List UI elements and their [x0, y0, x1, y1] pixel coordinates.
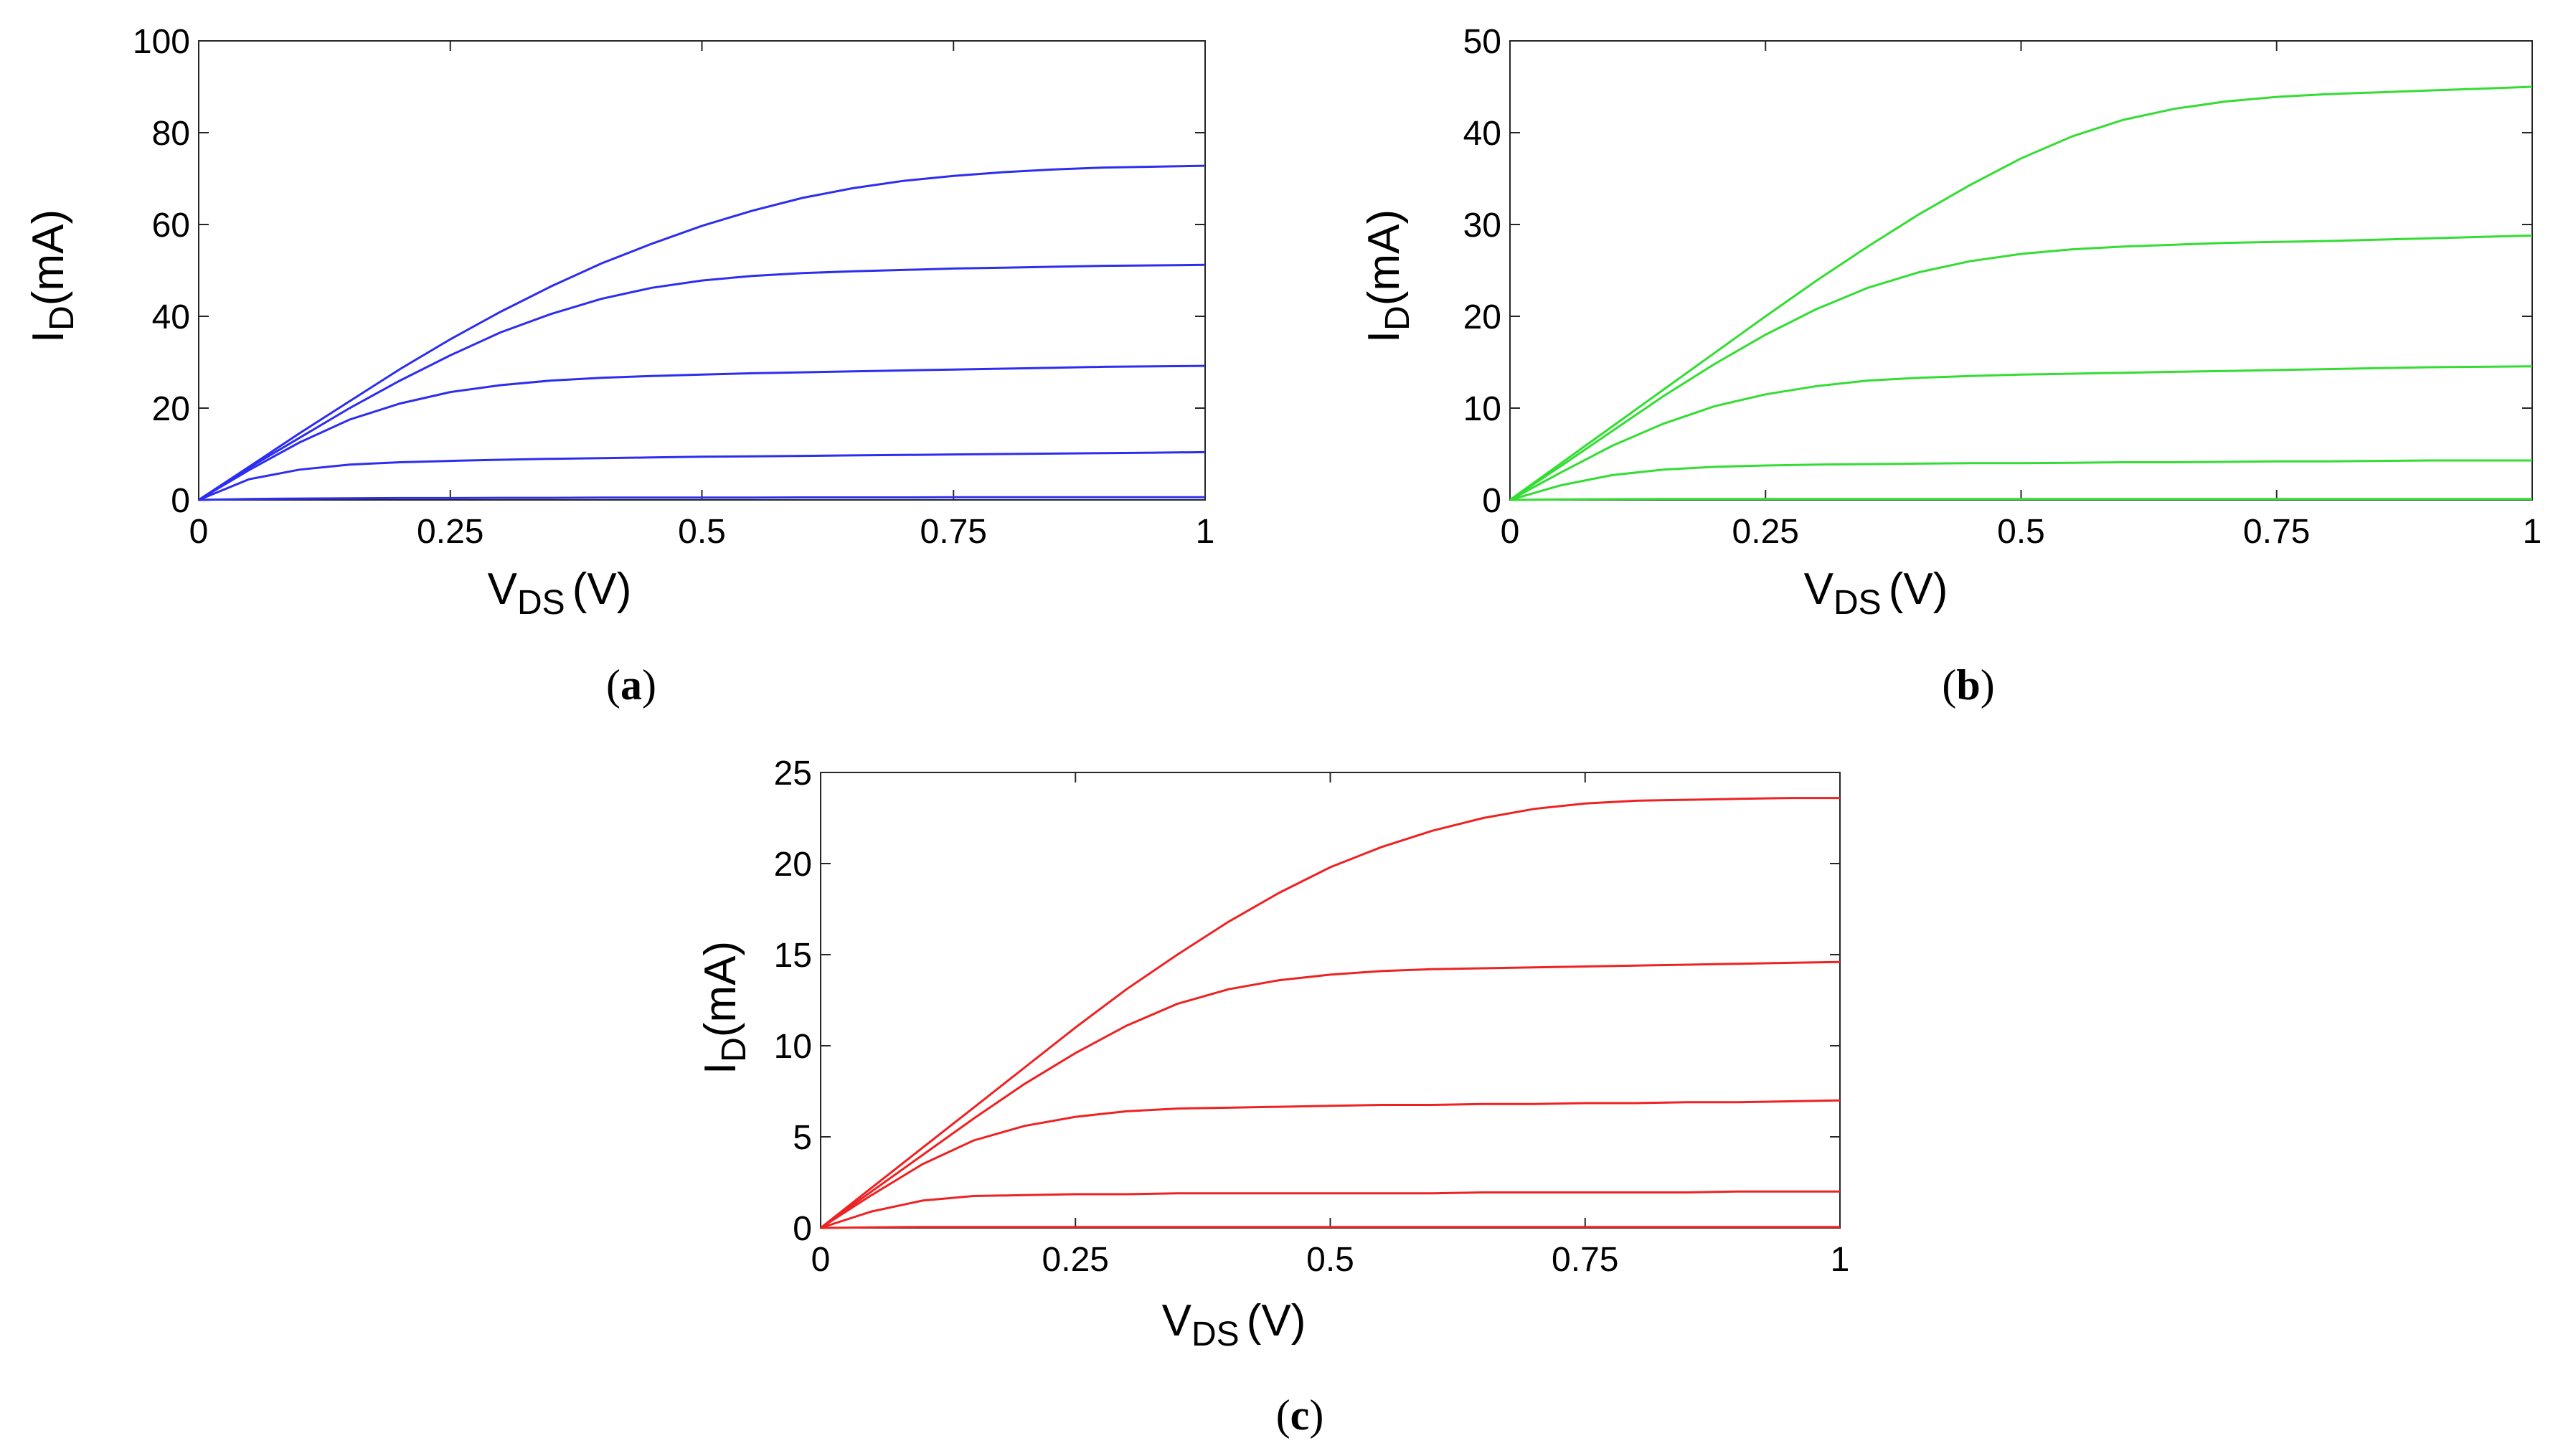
series-line-b-curve-1	[1509, 498, 2532, 501]
y-tick-label-b: 40	[1463, 115, 1501, 153]
y-tick-label-b: 50	[1463, 23, 1501, 61]
plot-area-a: 0 0.25 0.5 0.75 1 0 20 40 60 80 100	[133, 23, 1214, 551]
x-tick-label-c: 0.75	[1552, 1241, 1618, 1279]
y-axis-label-b: ID(mA)	[1359, 209, 1417, 343]
y-tick-label-b: 0	[1482, 482, 1501, 520]
y-axis-label-c: ID(mA)	[696, 941, 753, 1074]
series-line-c-curve-2	[820, 1190, 1840, 1229]
x-tick-label-a: 0.75	[920, 513, 987, 551]
y-tick-label-c: 15	[774, 937, 812, 975]
x-tick-label-a: 0	[189, 513, 209, 551]
caption-b: (b)	[1942, 661, 1994, 709]
x-tick-label-b: 0.25	[1732, 513, 1799, 551]
series-line-c-curve-1	[820, 1226, 1840, 1229]
y-tick-label-b: 30	[1463, 207, 1501, 245]
series-line-a-curve-5	[198, 164, 1206, 501]
x-tick-label-a: 0.25	[417, 513, 483, 551]
y-tick-label-a: 40	[152, 298, 190, 336]
y-tick-label-b: 10	[1463, 390, 1501, 428]
axes-frame-b	[1509, 40, 2533, 501]
axes-frame-a	[198, 40, 1206, 501]
caption-a: (a)	[606, 661, 656, 709]
y-tick-label-a: 100	[133, 23, 190, 61]
x-tick-label-c: 0.25	[1042, 1241, 1109, 1279]
series-line-b-curve-2	[1509, 459, 2532, 501]
y-tick-label-c: 25	[774, 755, 812, 793]
y-tick-label-b: 20	[1463, 298, 1501, 336]
y-tick-label-c: 10	[774, 1028, 812, 1066]
x-axis-label-c: VDS (V)	[1162, 1296, 1306, 1353]
series-line-c-curve-4	[820, 960, 1841, 1229]
series-line-b-curve-3	[1509, 365, 2533, 501]
series-line-b-curve-4	[1509, 234, 2533, 501]
series-line-a-curve-1	[198, 496, 1205, 501]
x-axis-label-b: VDS (V)	[1804, 564, 1948, 622]
series-line-a-curve-4	[198, 263, 1206, 501]
series-line-c-curve-3	[820, 1099, 1841, 1229]
y-tick-label-c: 20	[774, 846, 812, 884]
series-line-c-curve-5	[820, 797, 1840, 1229]
y-tick-label-c: 5	[793, 1119, 812, 1157]
x-tick-label-b: 1	[2523, 513, 2542, 551]
x-axis-label-a: VDS (V)	[488, 564, 632, 622]
x-tick-label-a: 1	[1196, 513, 1215, 551]
x-tick-label-c: 0.5	[1306, 1241, 1354, 1279]
x-tick-label-b: 0.75	[2243, 513, 2310, 551]
x-tick-label-c: 0	[811, 1241, 831, 1279]
series-line-b-curve-5	[1509, 85, 2533, 501]
series-line-a-curve-3	[198, 364, 1206, 501]
x-tick-label-a: 0.5	[678, 513, 726, 551]
series-line-a-curve-2	[198, 450, 1206, 501]
y-axis-label-a: ID(mA)	[24, 209, 81, 343]
caption-c: (c)	[1276, 1391, 1324, 1439]
x-tick-label-b: 0	[1501, 513, 1520, 551]
y-tick-label-a: 20	[152, 390, 190, 428]
x-tick-label-c: 1	[1831, 1241, 1850, 1279]
y-tick-label-c: 0	[793, 1210, 812, 1248]
y-tick-label-a: 80	[152, 115, 190, 153]
axes-frame-c	[820, 772, 1841, 1229]
y-tick-label-a: 0	[171, 482, 190, 520]
y-tick-label-a: 60	[152, 207, 190, 245]
x-tick-label-b: 0.5	[1997, 513, 2045, 551]
